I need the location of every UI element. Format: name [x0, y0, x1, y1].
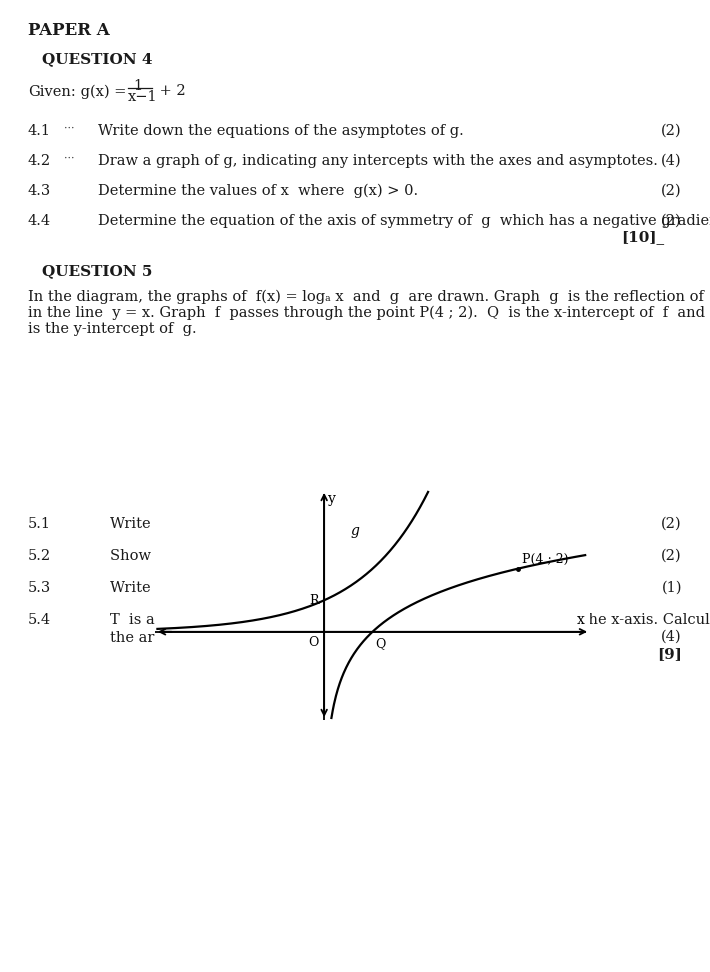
Text: 5.2: 5.2: [28, 549, 51, 563]
Text: ···: ···: [64, 124, 75, 134]
Text: Given:: Given:: [28, 85, 76, 99]
Text: Q: Q: [375, 638, 386, 650]
Text: PAPER A: PAPER A: [28, 22, 110, 39]
Text: (2): (2): [662, 549, 682, 563]
Text: 5.3: 5.3: [28, 581, 51, 595]
Text: Determine the equation of the axis of symmetry of  g  which has a negative gradi: Determine the equation of the axis of sy…: [98, 214, 710, 228]
Text: (4): (4): [662, 154, 682, 168]
Text: R: R: [309, 594, 318, 607]
Text: x: x: [577, 613, 585, 627]
Text: [9]: [9]: [657, 647, 682, 661]
Text: ···: ···: [64, 154, 75, 164]
Text: P(4 ; 2): P(4 ; 2): [523, 553, 569, 566]
Text: (4): (4): [662, 630, 682, 644]
Text: (1): (1): [662, 581, 682, 595]
Text: in the line  y = x. Graph  f  passes through the point P(4 ; 2).  Q  is the x-in: in the line y = x. Graph f passes throug…: [28, 306, 710, 321]
Text: g(x) =: g(x) =: [76, 85, 126, 99]
Text: Show that  a = 2.: Show that a = 2.: [110, 549, 239, 563]
Text: 4.4: 4.4: [28, 214, 51, 228]
Text: 4.1: 4.1: [28, 124, 51, 138]
Text: x−1: x−1: [128, 90, 158, 104]
Text: Write down the coordinates of P', the image of P on  g.: Write down the coordinates of P', the im…: [110, 517, 516, 531]
Text: 5.4: 5.4: [28, 613, 51, 627]
Text: Write down the equation of  g  in the form  y = ...: Write down the equation of g in the form…: [110, 581, 476, 595]
Text: QUESTION 5: QUESTION 5: [42, 264, 153, 278]
Text: Determine the values of x  where  g(x) > 0.: Determine the values of x where g(x) > 0…: [98, 184, 418, 198]
Text: 4.2: 4.2: [28, 154, 51, 168]
Text: QUESTION 4: QUESTION 4: [42, 52, 153, 66]
Text: O: O: [308, 636, 318, 648]
Text: In the diagram, the graphs of  f(x) = logₐ x  and  g  are drawn. Graph  g  is th: In the diagram, the graphs of f(x) = log…: [28, 290, 710, 304]
Text: the area of △RTP'.: the area of △RTP'.: [110, 630, 245, 644]
Text: 5.1: 5.1: [28, 517, 51, 531]
Text: (2): (2): [662, 517, 682, 531]
Text: y: y: [328, 492, 336, 505]
Text: 1: 1: [133, 79, 142, 93]
Text: (2): (2): [662, 124, 682, 138]
Text: + 2: + 2: [155, 84, 185, 98]
Text: Write down the equations of the asymptotes of g.: Write down the equations of the asymptot…: [98, 124, 464, 138]
Text: g: g: [351, 524, 360, 538]
Text: Draw a graph of g, indicating any intercepts with the axes and asymptotes.: Draw a graph of g, indicating any interc…: [98, 154, 658, 168]
Text: (2): (2): [662, 184, 682, 198]
Text: is the y-intercept of  g.: is the y-intercept of g.: [28, 322, 197, 336]
Text: (2): (2): [662, 214, 682, 228]
Text: 4.3: 4.3: [28, 184, 51, 198]
Text: [10]_: [10]_: [621, 230, 664, 244]
Text: T  is a point on  f  in the first quadrant where  TR  is parallel to the x-axis.: T is a point on f in the first quadrant …: [110, 613, 710, 627]
